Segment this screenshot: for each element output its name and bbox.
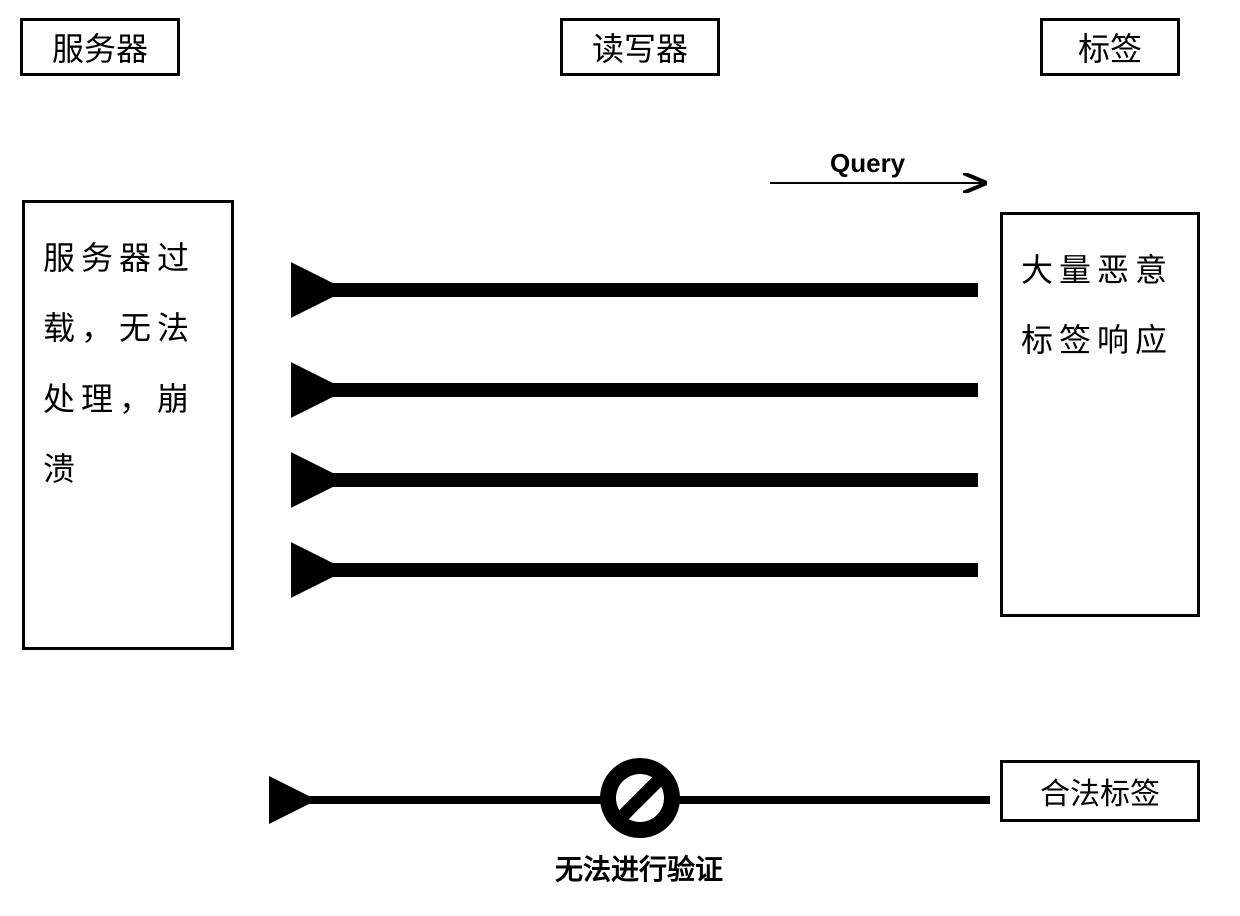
legit-tag-label: 合法标签 xyxy=(1040,769,1160,813)
header-server-label: 服务器 xyxy=(52,24,148,70)
header-server-box: 服务器 xyxy=(20,18,180,76)
server-overload-box: 服务器过载，无法处理，崩溃 xyxy=(22,200,234,650)
malicious-response-box: 大量恶意标签响应 xyxy=(1000,212,1200,617)
header-tag-box: 标签 xyxy=(1040,18,1180,76)
prohibit-icon xyxy=(600,758,680,838)
malicious-response-text: 大量恶意标签响应 xyxy=(1021,252,1173,358)
header-tag-label: 标签 xyxy=(1078,24,1142,70)
server-overload-text: 服务器过载，无法处理，崩溃 xyxy=(43,240,195,487)
header-reader-label: 读写器 xyxy=(592,24,688,70)
header-reader-box: 读写器 xyxy=(560,18,720,76)
legit-tag-box: 合法标签 xyxy=(1000,760,1200,822)
query-label: Query xyxy=(830,148,905,179)
blocked-label: 无法进行验证 xyxy=(555,848,723,888)
